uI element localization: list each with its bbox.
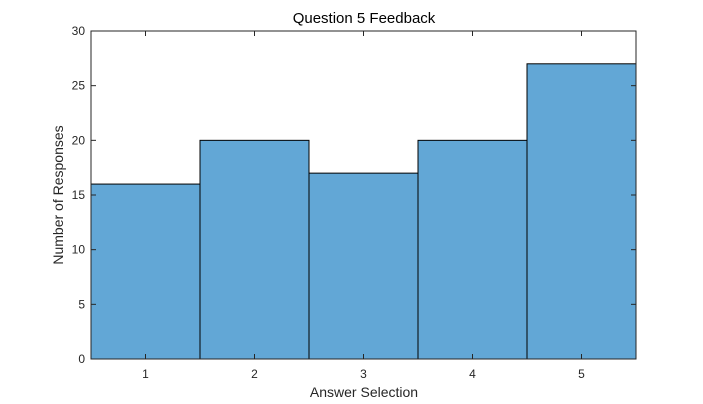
y-tick-label: 5	[78, 297, 85, 311]
y-tick-label: 25	[72, 79, 86, 93]
x-tick-label: 5	[578, 367, 585, 381]
y-tick-label: 0	[78, 352, 85, 366]
x-tick-label: 3	[360, 367, 367, 381]
x-tick-label: 2	[251, 367, 258, 381]
plot-area: 0 5 10 15 20 25 30 1 2 3 4 5	[72, 24, 637, 381]
bar-3	[308, 172, 419, 360]
y-tick-label: 10	[72, 243, 86, 257]
bar-5	[526, 63, 637, 360]
bar-4	[417, 139, 528, 360]
y-axis-title: Number of Responses	[50, 125, 66, 264]
chart-title: Question 5 Feedback	[293, 10, 436, 27]
bar-2	[199, 139, 310, 360]
x-tick-label: 1	[142, 367, 149, 381]
y-tick-label: 30	[72, 24, 86, 38]
bar-1	[90, 183, 201, 360]
y-tick-label: 15	[72, 188, 86, 202]
y-tick-label: 20	[72, 133, 86, 147]
x-tick-label: 4	[469, 367, 476, 381]
x-axis-title: Answer Selection	[310, 384, 418, 400]
